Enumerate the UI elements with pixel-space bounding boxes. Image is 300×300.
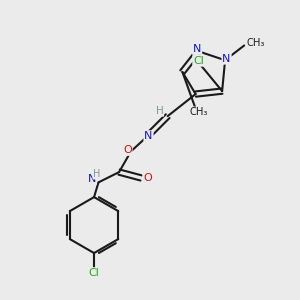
Text: H: H [155, 106, 163, 116]
Text: N: N [193, 44, 201, 54]
Text: O: O [123, 145, 132, 155]
Text: Cl: Cl [193, 56, 204, 66]
Text: H: H [93, 169, 101, 178]
Text: CH₃: CH₃ [247, 38, 265, 48]
Text: Cl: Cl [88, 268, 100, 278]
Text: N: N [222, 54, 231, 64]
Text: CH₃: CH₃ [189, 107, 208, 117]
Text: N: N [144, 131, 153, 141]
Text: N: N [88, 174, 96, 184]
Text: O: O [143, 173, 152, 183]
